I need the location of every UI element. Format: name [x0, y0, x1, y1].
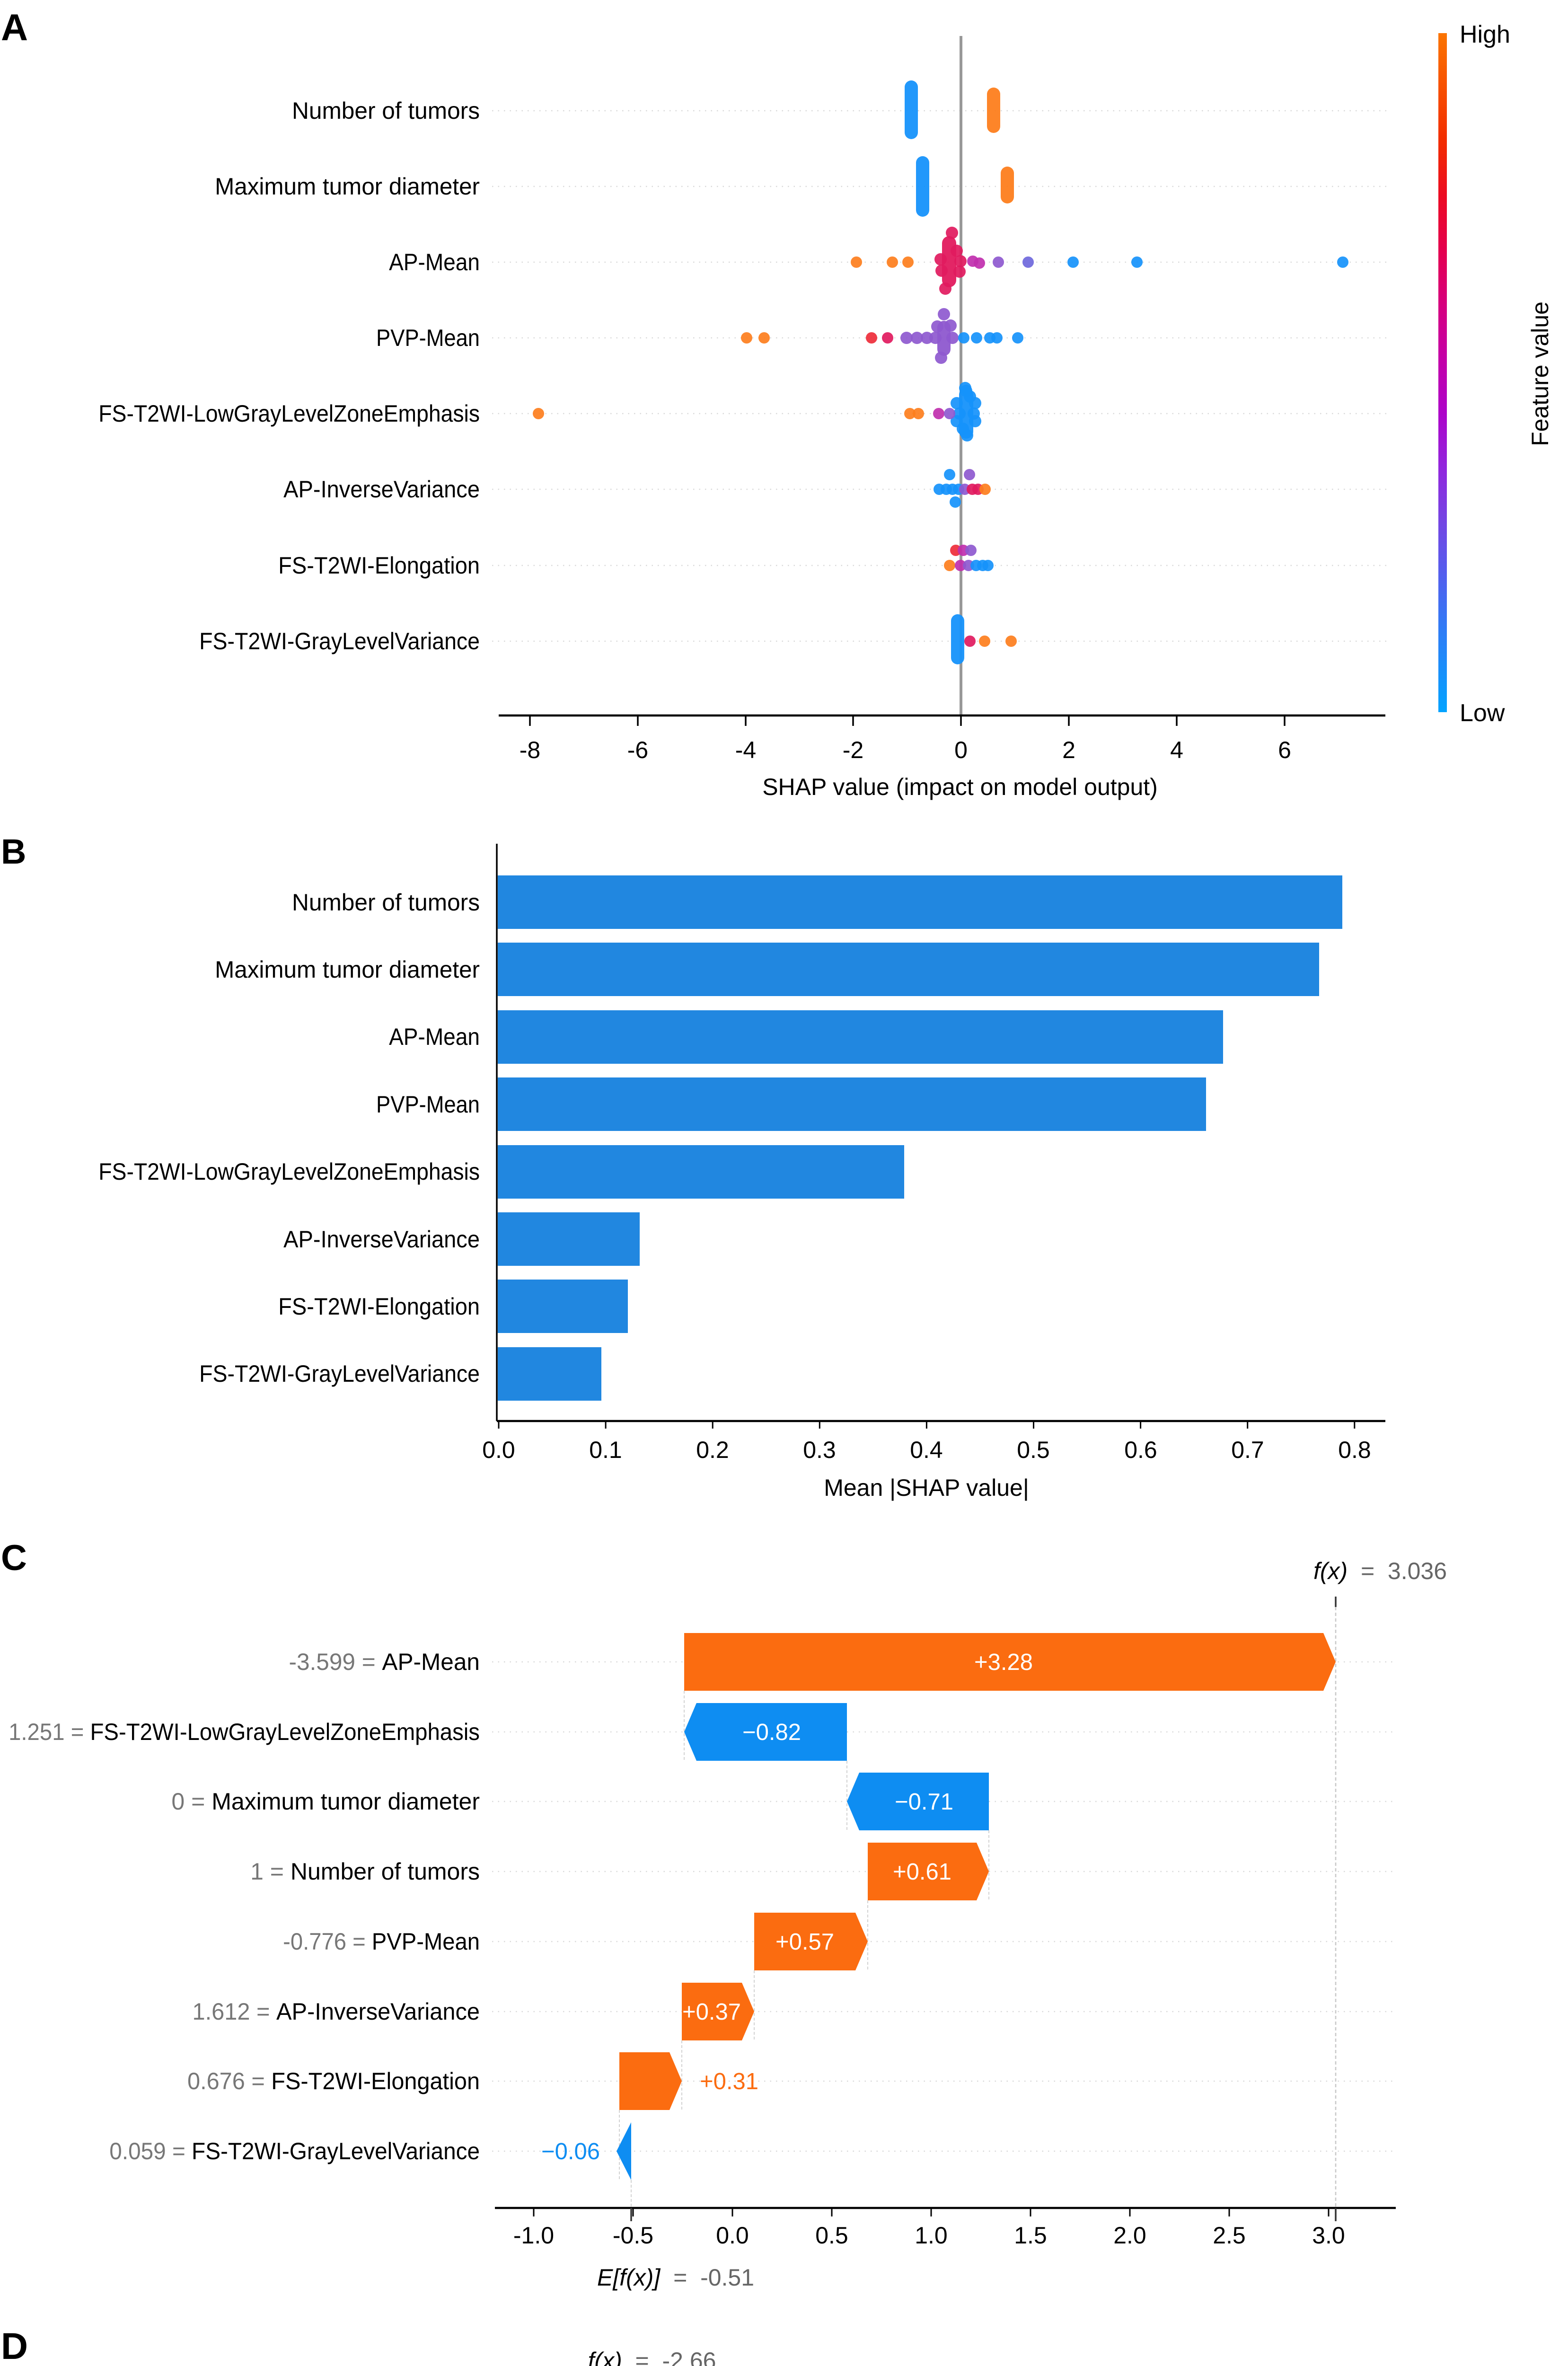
- svg-text:0.5: 0.5: [1017, 1437, 1050, 1463]
- svg-text:0.7: 0.7: [1231, 1437, 1264, 1463]
- svg-text:-1.0: -1.0: [513, 2222, 554, 2249]
- svg-text:0.0: 0.0: [716, 2222, 749, 2249]
- svg-text:0.8: 0.8: [1338, 1437, 1371, 1463]
- svg-text:2.5: 2.5: [1213, 2222, 1246, 2249]
- svg-text:0.059 = FS-T2WI-GrayLevelVaria: 0.059 = FS-T2WI-GrayLevelVariance: [109, 2138, 480, 2164]
- svg-text:1.0: 1.0: [915, 2222, 948, 2249]
- svg-text:Low: Low: [1460, 699, 1505, 727]
- svg-text:AP-Mean: AP-Mean: [389, 1024, 480, 1050]
- svg-text:E[f(x)] = -0.51: E[f(x)] = -0.51: [597, 2264, 754, 2291]
- svg-text:0: 0: [954, 737, 968, 763]
- svg-text:-0.5: -0.5: [613, 2222, 653, 2249]
- svg-text:SHAP value (impact on model ou: SHAP value (impact on model output): [762, 774, 1158, 800]
- svg-text:High: High: [1460, 21, 1510, 48]
- svg-text:FS-T2WI-LowGrayLevelZoneEmphas: FS-T2WI-LowGrayLevelZoneEmphasis: [98, 400, 480, 427]
- svg-text:0.3: 0.3: [803, 1437, 836, 1463]
- svg-text:PVP-Mean: PVP-Mean: [376, 325, 480, 352]
- svg-text:4: 4: [1170, 737, 1183, 763]
- svg-text:FS-T2WI-GrayLevelVariance: FS-T2WI-GrayLevelVariance: [199, 1360, 480, 1387]
- svg-text:0.5: 0.5: [815, 2222, 848, 2249]
- svg-text:1.612 = AP-InverseVariance: 1.612 = AP-InverseVariance: [192, 1998, 480, 2025]
- svg-text:Number of tumors: Number of tumors: [292, 97, 480, 124]
- svg-text:Number of tumors: Number of tumors: [292, 889, 480, 916]
- svg-text:0.1: 0.1: [589, 1437, 622, 1463]
- svg-text:FS-T2WI-LowGrayLevelZoneEmphas: FS-T2WI-LowGrayLevelZoneEmphasis: [98, 1158, 480, 1185]
- svg-text:Maximum tumor diameter: Maximum tumor diameter: [215, 173, 480, 200]
- svg-text:-0.776 = PVP-Mean: -0.776 = PVP-Mean: [283, 1929, 480, 1955]
- svg-text:+0.57: +0.57: [775, 1929, 834, 1955]
- svg-text:+0.37: +0.37: [682, 1999, 741, 2025]
- svg-text:AP-InverseVariance: AP-InverseVariance: [283, 1227, 480, 1253]
- svg-text:-2: -2: [843, 737, 863, 763]
- svg-text:0.4: 0.4: [910, 1437, 943, 1463]
- svg-text:-3.599 = AP-Mean: -3.599 = AP-Mean: [289, 1649, 480, 1675]
- svg-text:+3.28: +3.28: [974, 1650, 1033, 1675]
- svg-text:C: C: [1, 1538, 27, 1578]
- svg-text:f(x) = -2.66: f(x) = -2.66: [588, 2348, 716, 2366]
- svg-text:f(x) = 3.036: f(x) = 3.036: [1313, 1558, 1447, 1584]
- svg-text:FS-T2WI-Elongation: FS-T2WI-Elongation: [278, 1294, 480, 1320]
- svg-text:1.251 = FS-T2WI-LowGrayLevelZo: 1.251 = FS-T2WI-LowGrayLevelZoneEmphasis: [9, 1719, 480, 1745]
- svg-text:FS-T2WI-Elongation: FS-T2WI-Elongation: [278, 553, 480, 579]
- svg-text:6: 6: [1278, 737, 1291, 763]
- svg-text:+0.61: +0.61: [893, 1859, 951, 1885]
- svg-text:+0.31: +0.31: [700, 2069, 758, 2094]
- svg-text:Feature value: Feature value: [1527, 301, 1553, 446]
- svg-text:FS-T2WI-GrayLevelVariance: FS-T2WI-GrayLevelVariance: [199, 628, 480, 654]
- svg-text:1 = Number of tumors: 1 = Number of tumors: [250, 1858, 480, 1885]
- svg-text:Maximum tumor diameter: Maximum tumor diameter: [215, 956, 480, 983]
- svg-text:−0.82: −0.82: [742, 1720, 801, 1745]
- svg-text:-8: -8: [520, 737, 540, 763]
- svg-text:0.676 = FS-T2WI-Elongation: 0.676 = FS-T2WI-Elongation: [187, 2068, 480, 2094]
- svg-text:−0.71: −0.71: [895, 1789, 953, 1815]
- svg-text:2: 2: [1062, 737, 1075, 763]
- svg-text:3.0: 3.0: [1312, 2222, 1345, 2249]
- svg-text:AP-Mean: AP-Mean: [389, 249, 480, 275]
- svg-text:0.2: 0.2: [696, 1437, 729, 1463]
- svg-text:2.0: 2.0: [1113, 2222, 1146, 2249]
- svg-text:-4: -4: [735, 737, 756, 763]
- svg-text:PVP-Mean: PVP-Mean: [376, 1092, 480, 1118]
- svg-text:−0.06: −0.06: [541, 2139, 600, 2164]
- svg-text:1.5: 1.5: [1014, 2222, 1047, 2249]
- svg-text:A: A: [1, 6, 28, 48]
- svg-text:0.6: 0.6: [1124, 1437, 1157, 1463]
- svg-text:-6: -6: [627, 737, 648, 763]
- svg-text:AP-InverseVariance: AP-InverseVariance: [283, 477, 480, 503]
- svg-text:Mean |SHAP value|: Mean |SHAP value|: [824, 1474, 1029, 1501]
- svg-text:0 = Maximum tumor diameter: 0 = Maximum tumor diameter: [171, 1788, 480, 1815]
- svg-text:D: D: [1, 2325, 28, 2366]
- svg-text:B: B: [1, 832, 26, 871]
- svg-text:0.0: 0.0: [482, 1437, 515, 1463]
